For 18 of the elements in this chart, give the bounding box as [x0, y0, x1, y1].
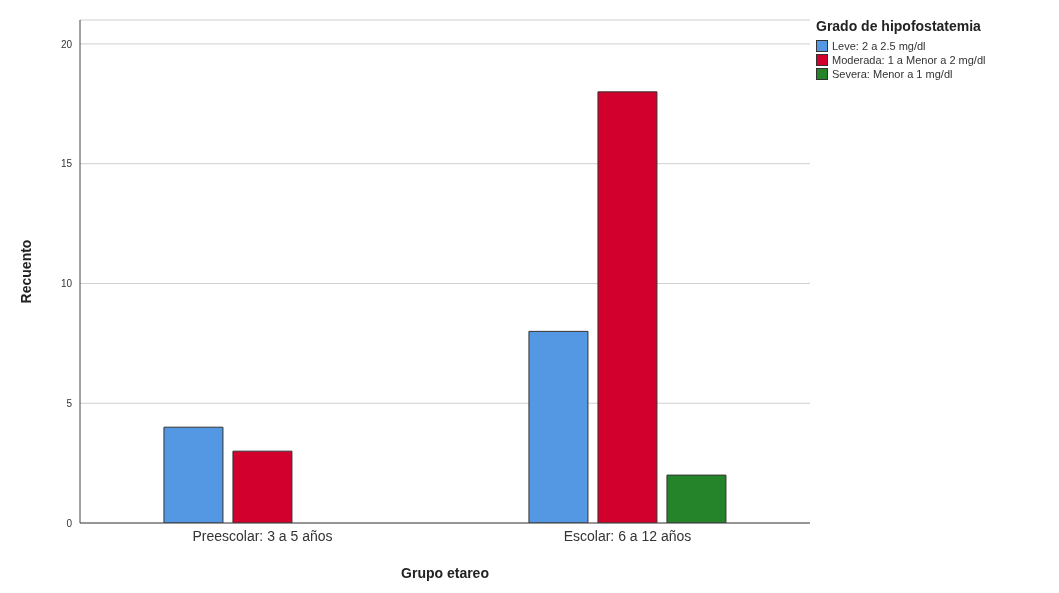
bar [666, 474, 727, 523]
legend-title: Grado de hipofostatemia [816, 18, 982, 34]
y-tick-label: 0 [66, 517, 73, 529]
x-tick-label: Preescolar: 3 a 5 años [192, 527, 333, 544]
y-tick-label: 10 [60, 278, 73, 290]
x-axis-title: Grupo etareo [401, 565, 489, 581]
legend-label: Severa: Menor a 1 mg/dl [832, 68, 953, 80]
y-tick-label: 20 [60, 38, 73, 50]
x-tick-label: Escolar: 6 a 12 años [563, 527, 692, 544]
y-tick-label: 15 [60, 158, 73, 170]
y-axis-title: Recuento [17, 239, 34, 304]
bar [597, 91, 658, 523]
legend-label: Leve: 2 a 2.5 mg/dl [832, 40, 926, 52]
bar [232, 450, 293, 523]
bar [163, 426, 224, 523]
bar [528, 330, 589, 523]
y-tick-label: 5 [66, 397, 73, 409]
legend-label: Moderada: 1 a Menor a 2 mg/dl [832, 54, 986, 66]
